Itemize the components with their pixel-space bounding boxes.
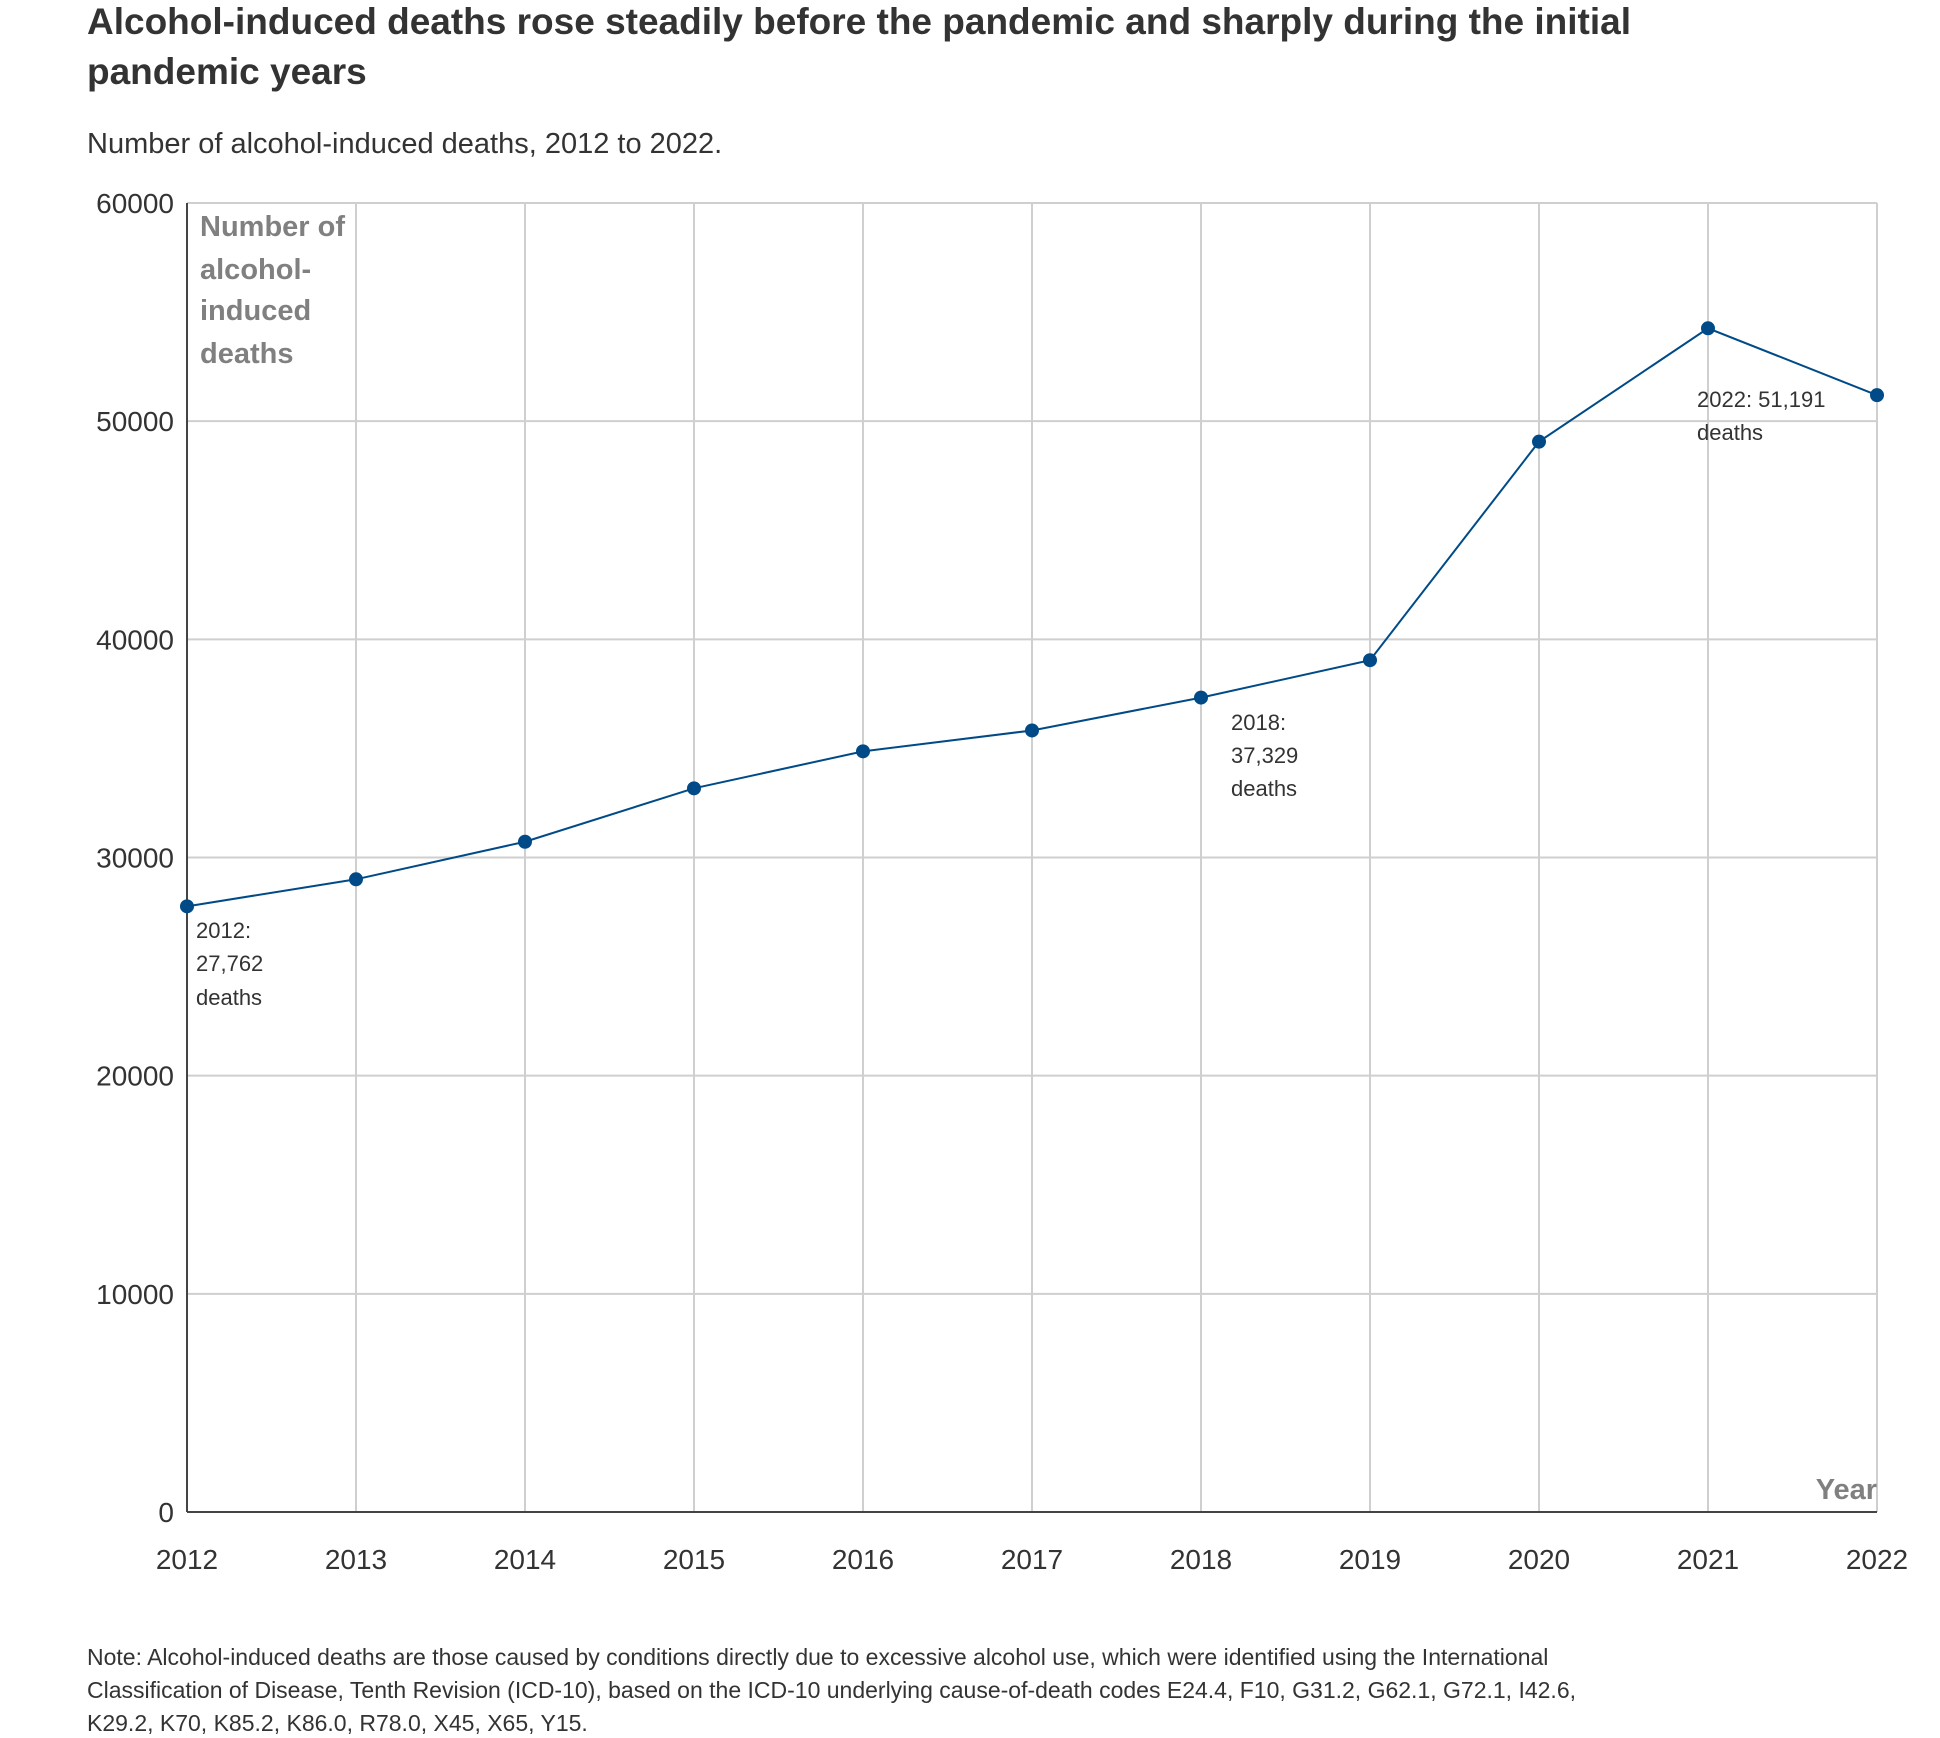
x-tick-label: 2016 (832, 1544, 894, 1575)
data-point (856, 744, 870, 759)
data-point (518, 834, 532, 849)
data-point (180, 899, 194, 914)
data-point (1701, 321, 1715, 336)
y-axis-title: Number of alcohol-induced deaths (200, 211, 345, 370)
y-axis-title-line: deaths (200, 338, 293, 370)
x-tick-label: 2017 (1001, 1544, 1063, 1575)
y-tick-label: 40000 (96, 624, 174, 655)
data-point (1194, 690, 1208, 705)
y-axis-title-line: alcohol- (200, 254, 311, 286)
y-tick-label: 10000 (96, 1279, 174, 1310)
annotation-2022: deaths (1697, 420, 1763, 445)
annotation-2018: deaths (1231, 776, 1297, 801)
x-tick-label: 2021 (1677, 1544, 1739, 1575)
data-point (349, 872, 363, 887)
x-tick-label: 2013 (325, 1544, 387, 1575)
data-point (1363, 653, 1377, 668)
series-line (180, 321, 1884, 914)
annotation-2012: deaths (196, 985, 262, 1010)
y-tick-label: 30000 (96, 843, 174, 874)
annotation-2012: 2012: (196, 918, 251, 943)
chart-title-line-2: pandemic years (87, 51, 367, 92)
y-axis-title-line: Number of (200, 211, 345, 243)
data-point (1025, 723, 1039, 738)
annotation-2012: 27,762 (196, 951, 263, 976)
x-axis-title: Year (1816, 1474, 1877, 1506)
annotation-2018: 2018: (1231, 710, 1286, 735)
note-line-3: K29.2, K70, K85.2, K86.0, R78.0, X45, X6… (87, 1710, 588, 1736)
x-tick-label: 2019 (1339, 1544, 1401, 1575)
y-tick-label: 60000 (96, 188, 174, 219)
y-axis-title-line: induced (200, 295, 311, 327)
chart-subtitle: Number of alcohol-induced deaths, 2012 t… (87, 128, 722, 160)
axes: 0 10000 20000 30000 40000 50000 60000 2012 2013 2… (96, 188, 1908, 1575)
annotations: 2012: 27,762 deaths 2018: 37,329 deaths 2022: … (196, 387, 1825, 1010)
chart-title-line-1: Alcohol-induced deaths rose steadily bef… (87, 1, 1631, 42)
y-tick-label: 50000 (96, 406, 174, 437)
y-tick-label: 0 (158, 1497, 174, 1528)
data-point (687, 781, 701, 796)
annotation-2018: 37,329 (1231, 743, 1298, 768)
y-tick-label: 20000 (96, 1061, 174, 1092)
x-tick-label: 2018 (1170, 1544, 1232, 1575)
x-tick-label: 2014 (494, 1544, 556, 1575)
data-point (1870, 388, 1884, 403)
note-line-1: Note: Alcohol-induced deaths are those c… (87, 1644, 1548, 1670)
x-tick-label: 2020 (1508, 1544, 1570, 1575)
gridlines (186, 202, 1878, 1513)
data-point (1532, 434, 1546, 449)
x-tick-label: 2012 (156, 1544, 218, 1575)
x-tick-label: 2022 (1846, 1544, 1908, 1575)
annotation-2022: 2022: 51,191 (1697, 387, 1825, 412)
x-tick-label: 2015 (663, 1544, 725, 1575)
note-line-2: Classification of Disease, Tenth Revisio… (87, 1677, 1576, 1703)
